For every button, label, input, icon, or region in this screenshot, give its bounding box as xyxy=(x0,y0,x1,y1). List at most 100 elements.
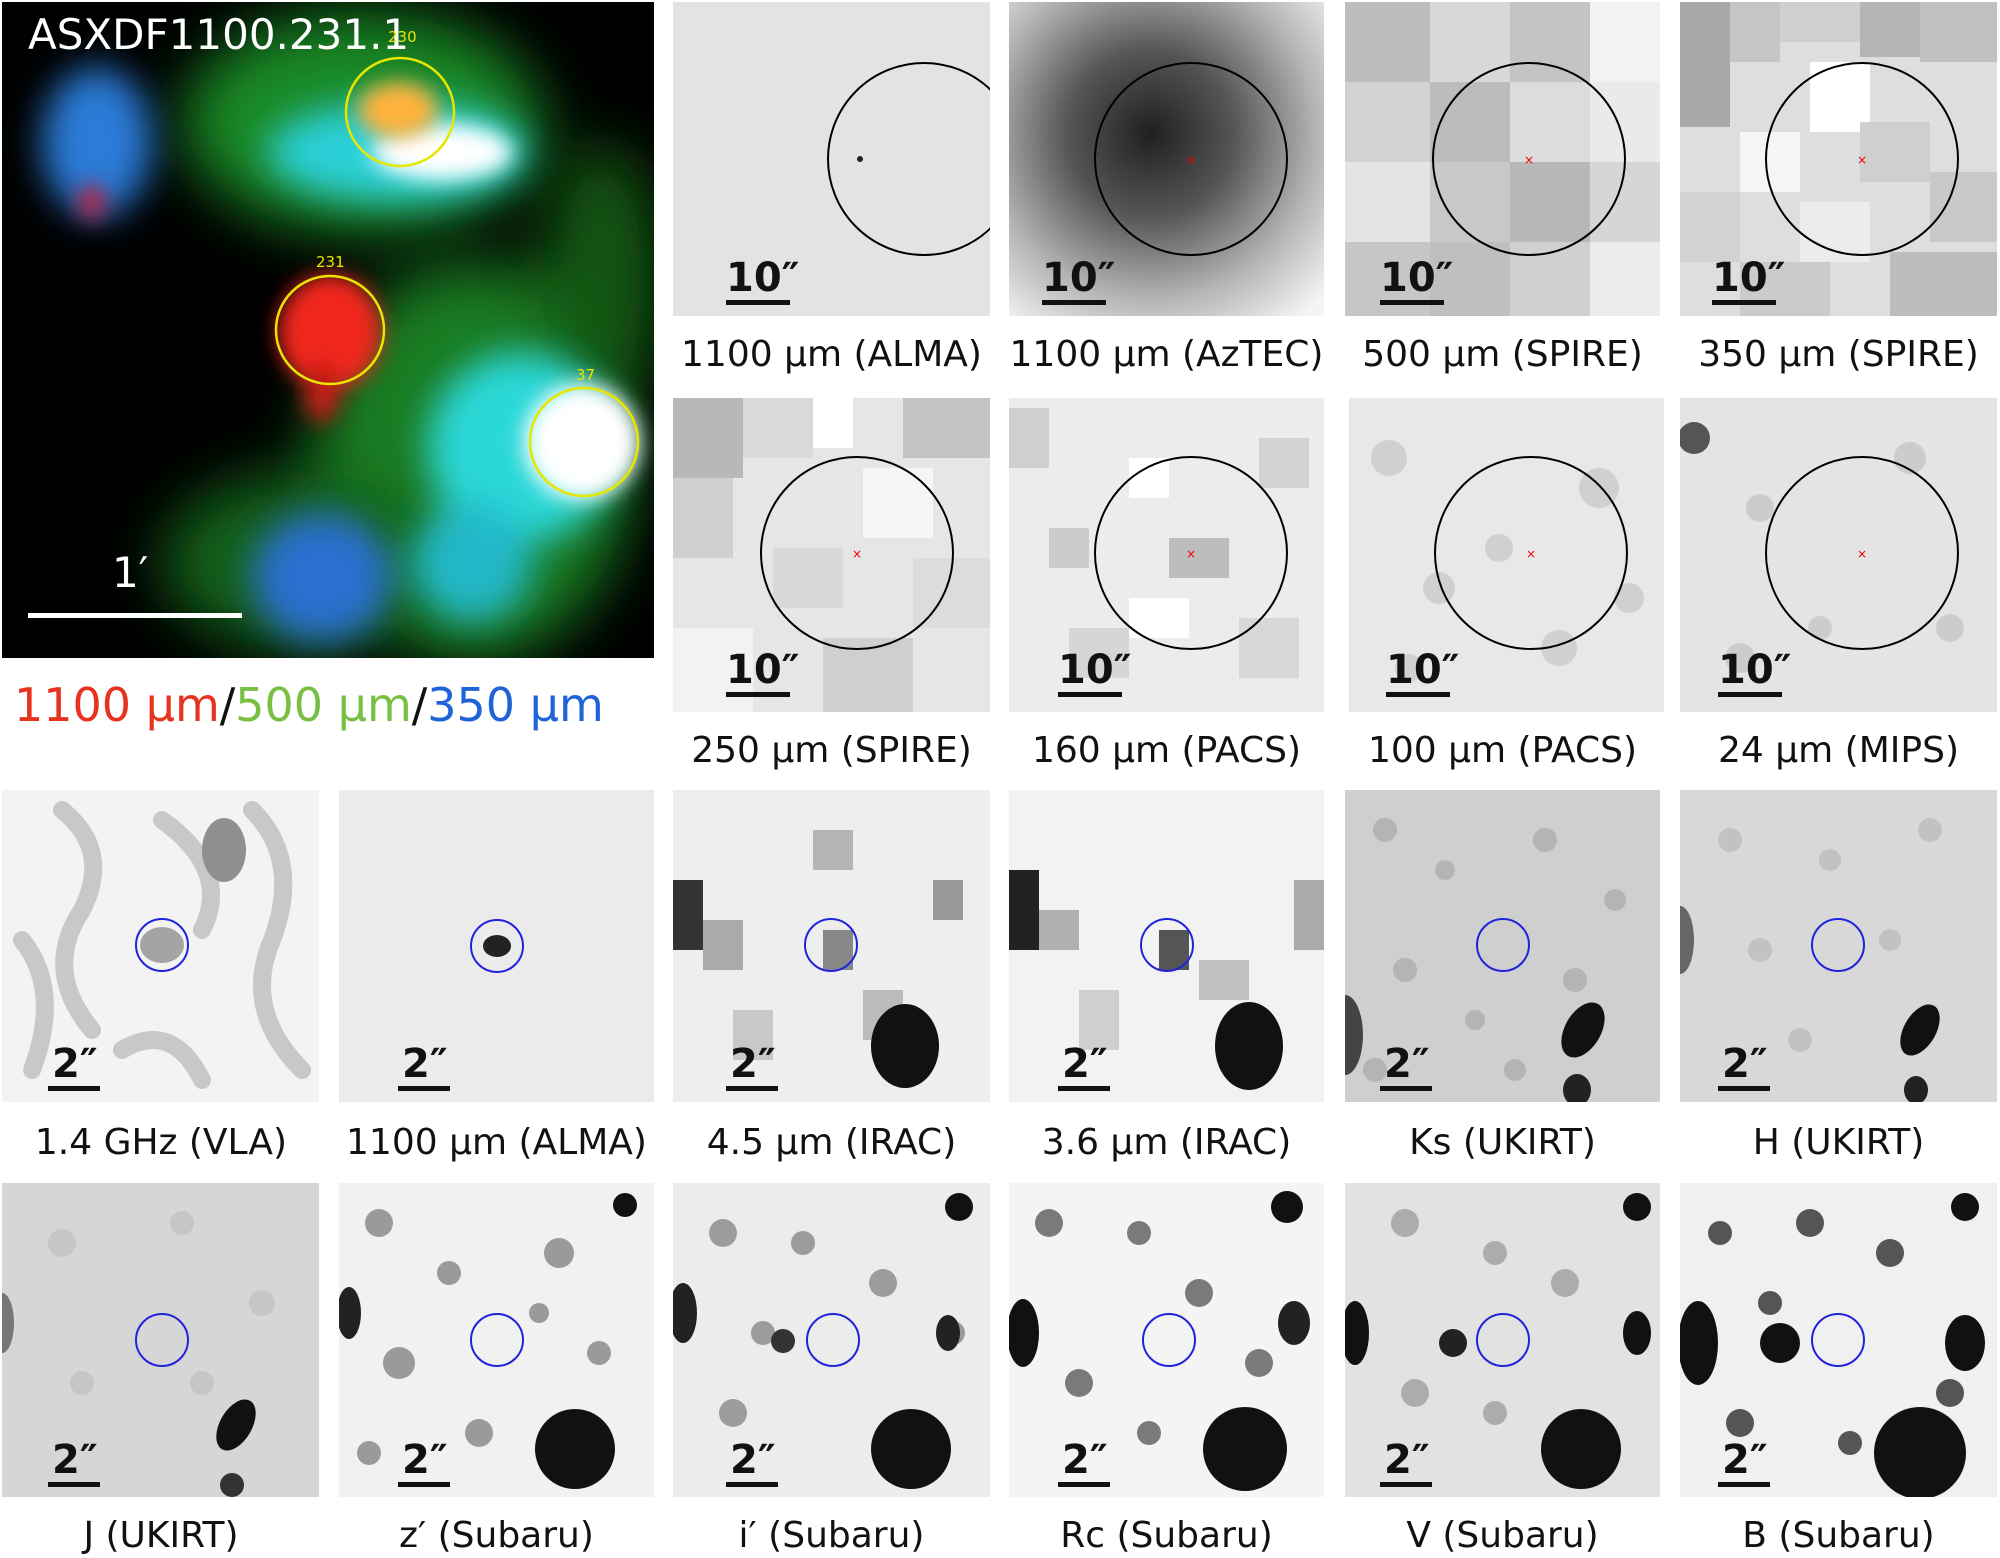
caption-alma-1100-zoom: 1100 µm (ALMA) xyxy=(346,1122,647,1163)
rgb-circle-37 xyxy=(528,386,640,498)
legend-blue: 350 µm xyxy=(427,678,604,732)
scale-bar xyxy=(726,300,790,305)
stamp-spire-350: × xyxy=(1680,2,1997,316)
caption-subaru-rc: Rc (Subaru) xyxy=(1060,1515,1273,1556)
caption-vla-1.4ghz: 1.4 GHz (VLA) xyxy=(34,1122,288,1163)
scale-bar xyxy=(1380,1086,1432,1091)
rgb-circle-231 xyxy=(274,274,386,386)
scale-label: 10″ xyxy=(1042,255,1116,301)
svg-text:×: × xyxy=(1857,153,1867,167)
stamp-ukirt-ks xyxy=(1345,790,1660,1102)
stamp-subaru-i xyxy=(673,1183,990,1497)
scale-bar xyxy=(1380,300,1444,305)
scale-bar xyxy=(1042,300,1106,305)
scale-label: 2″ xyxy=(1062,1041,1108,1087)
caption-mips-24: 24 µm (MIPS) xyxy=(1718,730,1959,771)
scale-bar xyxy=(1712,300,1776,305)
rgb-scale-bar xyxy=(28,613,242,618)
scale-label: 10″ xyxy=(726,647,800,693)
scale-label: 2″ xyxy=(402,1437,448,1483)
stamp-subaru-z xyxy=(339,1183,654,1497)
scale-bar xyxy=(398,1482,450,1487)
circle-label-230: 230 xyxy=(388,28,417,46)
scale-label: 10″ xyxy=(726,255,800,301)
scale-label: 2″ xyxy=(730,1041,776,1087)
caption-irac-4.5: 4.5 µm (IRAC) xyxy=(706,1122,957,1163)
caption-subaru-i: i′ (Subaru) xyxy=(738,1515,925,1556)
caption-subaru-v: V (Subaru) xyxy=(1406,1515,1599,1556)
svg-text:×: × xyxy=(1526,547,1536,561)
stamp-ukirt-j xyxy=(2,1183,319,1497)
stamp-alma-1100-zoom xyxy=(339,790,654,1102)
scale-label: 10″ xyxy=(1380,255,1454,301)
stamp-mips-24: × xyxy=(1680,398,1997,712)
caption-spire-350: 350 µm (SPIRE) xyxy=(1698,334,1979,375)
scale-label: 10″ xyxy=(1058,647,1132,693)
stamp-subaru-b xyxy=(1680,1183,1997,1497)
scale-bar xyxy=(1380,1482,1432,1487)
legend-sep-2: / xyxy=(411,678,428,732)
caption-subaru-z: z′ (Subaru) xyxy=(399,1515,594,1556)
scale-label: 2″ xyxy=(1722,1437,1768,1483)
caption-pacs-100: 100 µm (PACS) xyxy=(1367,730,1638,771)
scale-bar xyxy=(48,1086,100,1091)
rgb-composite-image xyxy=(2,2,654,658)
scale-bar xyxy=(1058,1482,1110,1487)
svg-text:×: × xyxy=(1186,153,1196,167)
scale-label: 10″ xyxy=(1386,647,1460,693)
caption-ukirt-j: J (UKIRT) xyxy=(83,1515,239,1556)
circle-label-37: 37 xyxy=(576,366,596,384)
stamp-pacs-100: × xyxy=(1349,398,1664,712)
caption-subaru-b: B (Subaru) xyxy=(1742,1515,1935,1556)
scale-label: 2″ xyxy=(52,1437,98,1483)
circle-label-231: 231 xyxy=(316,253,345,271)
caption-ukirt-ks: Ks (UKIRT) xyxy=(1409,1122,1596,1163)
scale-bar xyxy=(726,1086,778,1091)
caption-alma-1100-wide: 1100 µm (ALMA) xyxy=(681,334,982,375)
caption-spire-500: 500 µm (SPIRE) xyxy=(1362,334,1643,375)
scale-bar xyxy=(1386,692,1450,697)
svg-text:×: × xyxy=(852,547,862,561)
stamp-subaru-rc xyxy=(1009,1183,1324,1497)
legend-green: 500 µm xyxy=(235,678,412,732)
svg-text:×: × xyxy=(1186,547,1196,561)
scale-label: 2″ xyxy=(52,1041,98,1087)
svg-text:×: × xyxy=(1857,547,1867,561)
caption-spire-250: 250 µm (SPIRE) xyxy=(691,730,972,771)
scale-bar xyxy=(726,1482,778,1487)
caption-pacs-160: 160 µm (PACS) xyxy=(1031,730,1302,771)
caption-ukirt-h: H (UKIRT) xyxy=(1752,1122,1925,1163)
stamp-irac-3.6 xyxy=(1009,790,1324,1102)
scale-label: 2″ xyxy=(1722,1041,1768,1087)
scale-label: 10″ xyxy=(1712,255,1786,301)
stamp-pacs-160: × xyxy=(1009,398,1324,712)
legend-red: 1100 µm xyxy=(14,678,220,732)
rgb-legend: 1100 µm/500 µm/350 µm xyxy=(14,682,604,728)
caption-irac-3.6: 3.6 µm (IRAC) xyxy=(1041,1122,1292,1163)
scale-label: 2″ xyxy=(1384,1041,1430,1087)
stamp-aztec-1100: × xyxy=(1009,2,1324,316)
rgb-circle-230 xyxy=(344,56,456,168)
scale-label: 2″ xyxy=(1384,1437,1430,1483)
scale-bar xyxy=(1718,692,1782,697)
stamp-subaru-v xyxy=(1345,1183,1660,1497)
scale-bar xyxy=(1058,1086,1110,1091)
scale-bar xyxy=(398,1086,450,1091)
scale-label: 2″ xyxy=(402,1041,448,1087)
stamp-spire-500: × xyxy=(1345,2,1660,316)
scale-bar xyxy=(1058,692,1122,697)
stamp-spire-250: × xyxy=(673,398,990,712)
rgb-scale-label: 1′ xyxy=(112,548,149,597)
scale-bar xyxy=(1718,1086,1770,1091)
scale-bar xyxy=(726,692,790,697)
svg-text:×: × xyxy=(1524,153,1534,167)
scale-label: 10″ xyxy=(1718,647,1792,693)
stamp-vla-1.4ghz xyxy=(2,790,319,1102)
scale-bar xyxy=(1718,1482,1770,1487)
stamp-ukirt-h xyxy=(1680,790,1997,1102)
scale-bar xyxy=(48,1482,100,1487)
scale-label: 2″ xyxy=(1062,1437,1108,1483)
stamp-irac-4.5 xyxy=(673,790,990,1102)
legend-sep-1: / xyxy=(219,678,236,732)
caption-aztec-1100: 1100 µm (AzTEC) xyxy=(1009,334,1324,375)
